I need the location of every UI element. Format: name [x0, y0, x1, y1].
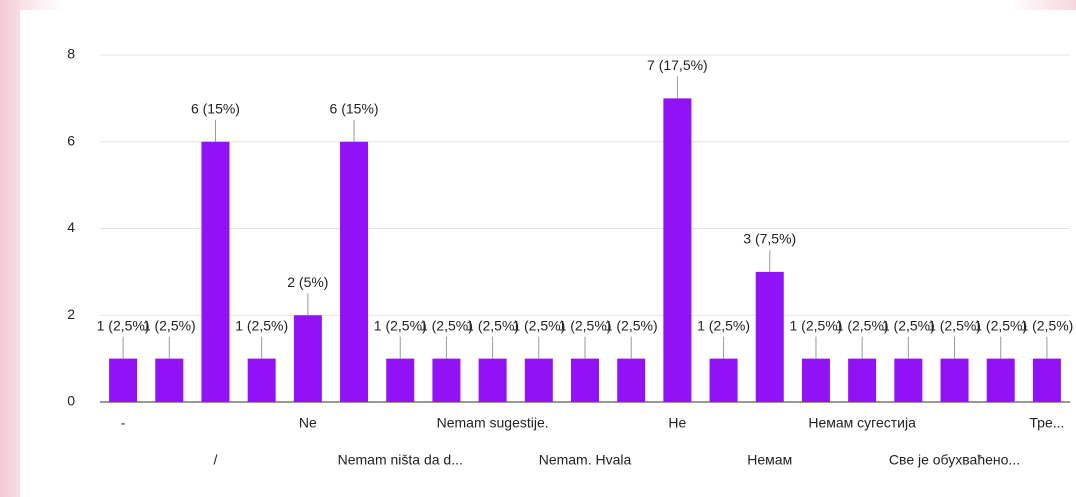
bar	[524, 358, 553, 402]
bar	[247, 358, 276, 402]
x-tick-label: Не	[668, 415, 686, 431]
bar	[478, 358, 507, 402]
y-tick-label: 2	[67, 306, 75, 322]
value-label: 2 (5%)	[287, 274, 328, 290]
value-label: 1 (2,5%)	[836, 317, 889, 333]
bar	[340, 141, 369, 402]
bar	[155, 358, 184, 402]
value-label: 1 (2,5%)	[974, 317, 1027, 333]
bar	[432, 358, 461, 402]
x-tick-label: /	[214, 452, 218, 468]
value-label: 7 (17,5%)	[647, 57, 708, 73]
value-label: 3 (7,5%)	[743, 231, 796, 247]
bar	[801, 358, 830, 402]
bar	[1032, 358, 1061, 402]
y-tick-label: 4	[67, 219, 75, 235]
bar	[386, 358, 415, 402]
bar	[986, 358, 1015, 402]
value-label: 1 (2,5%)	[697, 317, 750, 333]
x-tick-label: Немам	[747, 452, 792, 468]
y-tick-label: 0	[67, 393, 75, 409]
value-label: 6 (15%)	[330, 100, 379, 116]
x-tick-label: Ne	[299, 415, 317, 431]
value-label: 1 (2,5%)	[882, 317, 935, 333]
x-tick-label: Nemam. Hvala	[539, 452, 632, 468]
bar	[617, 358, 646, 402]
value-label: 1 (2,5%)	[559, 317, 612, 333]
value-label: 6 (15%)	[191, 100, 240, 116]
y-tick-label: 6	[67, 132, 75, 148]
bar	[293, 315, 322, 402]
bar	[755, 271, 784, 402]
value-label: 1 (2,5%)	[605, 317, 658, 333]
value-label: 1 (2,5%)	[1020, 317, 1073, 333]
value-label: 1 (2,5%)	[374, 317, 427, 333]
x-tick-label: Све је обухваћено...	[889, 452, 1020, 468]
bar	[848, 358, 877, 402]
bar	[201, 141, 230, 402]
chart-panel	[20, 10, 1076, 497]
bar	[709, 358, 738, 402]
value-label: 1 (2,5%)	[928, 317, 981, 333]
x-tick-label: Nemam sugestije.	[437, 415, 549, 431]
y-tick-label: 8	[67, 46, 75, 62]
bar	[940, 358, 969, 402]
value-label: 1 (2,5%)	[789, 317, 842, 333]
bar	[571, 358, 599, 402]
x-tick-label: Nemam ništa da d...	[338, 452, 463, 468]
value-label: 1 (2,5%)	[235, 317, 288, 333]
value-label: 1 (2,5%)	[512, 317, 565, 333]
bar	[109, 358, 138, 402]
x-tick-label: Немам сугестија	[808, 415, 916, 431]
bar	[894, 358, 923, 402]
value-label: 1 (2,5%)	[143, 317, 196, 333]
value-label: 1 (2,5%)	[97, 317, 150, 333]
x-tick-label: -	[121, 415, 126, 431]
value-label: 1 (2,5%)	[466, 317, 519, 333]
x-tick-label: Тре...	[1029, 415, 1064, 431]
bar	[663, 98, 692, 402]
value-label: 1 (2,5%)	[420, 317, 473, 333]
